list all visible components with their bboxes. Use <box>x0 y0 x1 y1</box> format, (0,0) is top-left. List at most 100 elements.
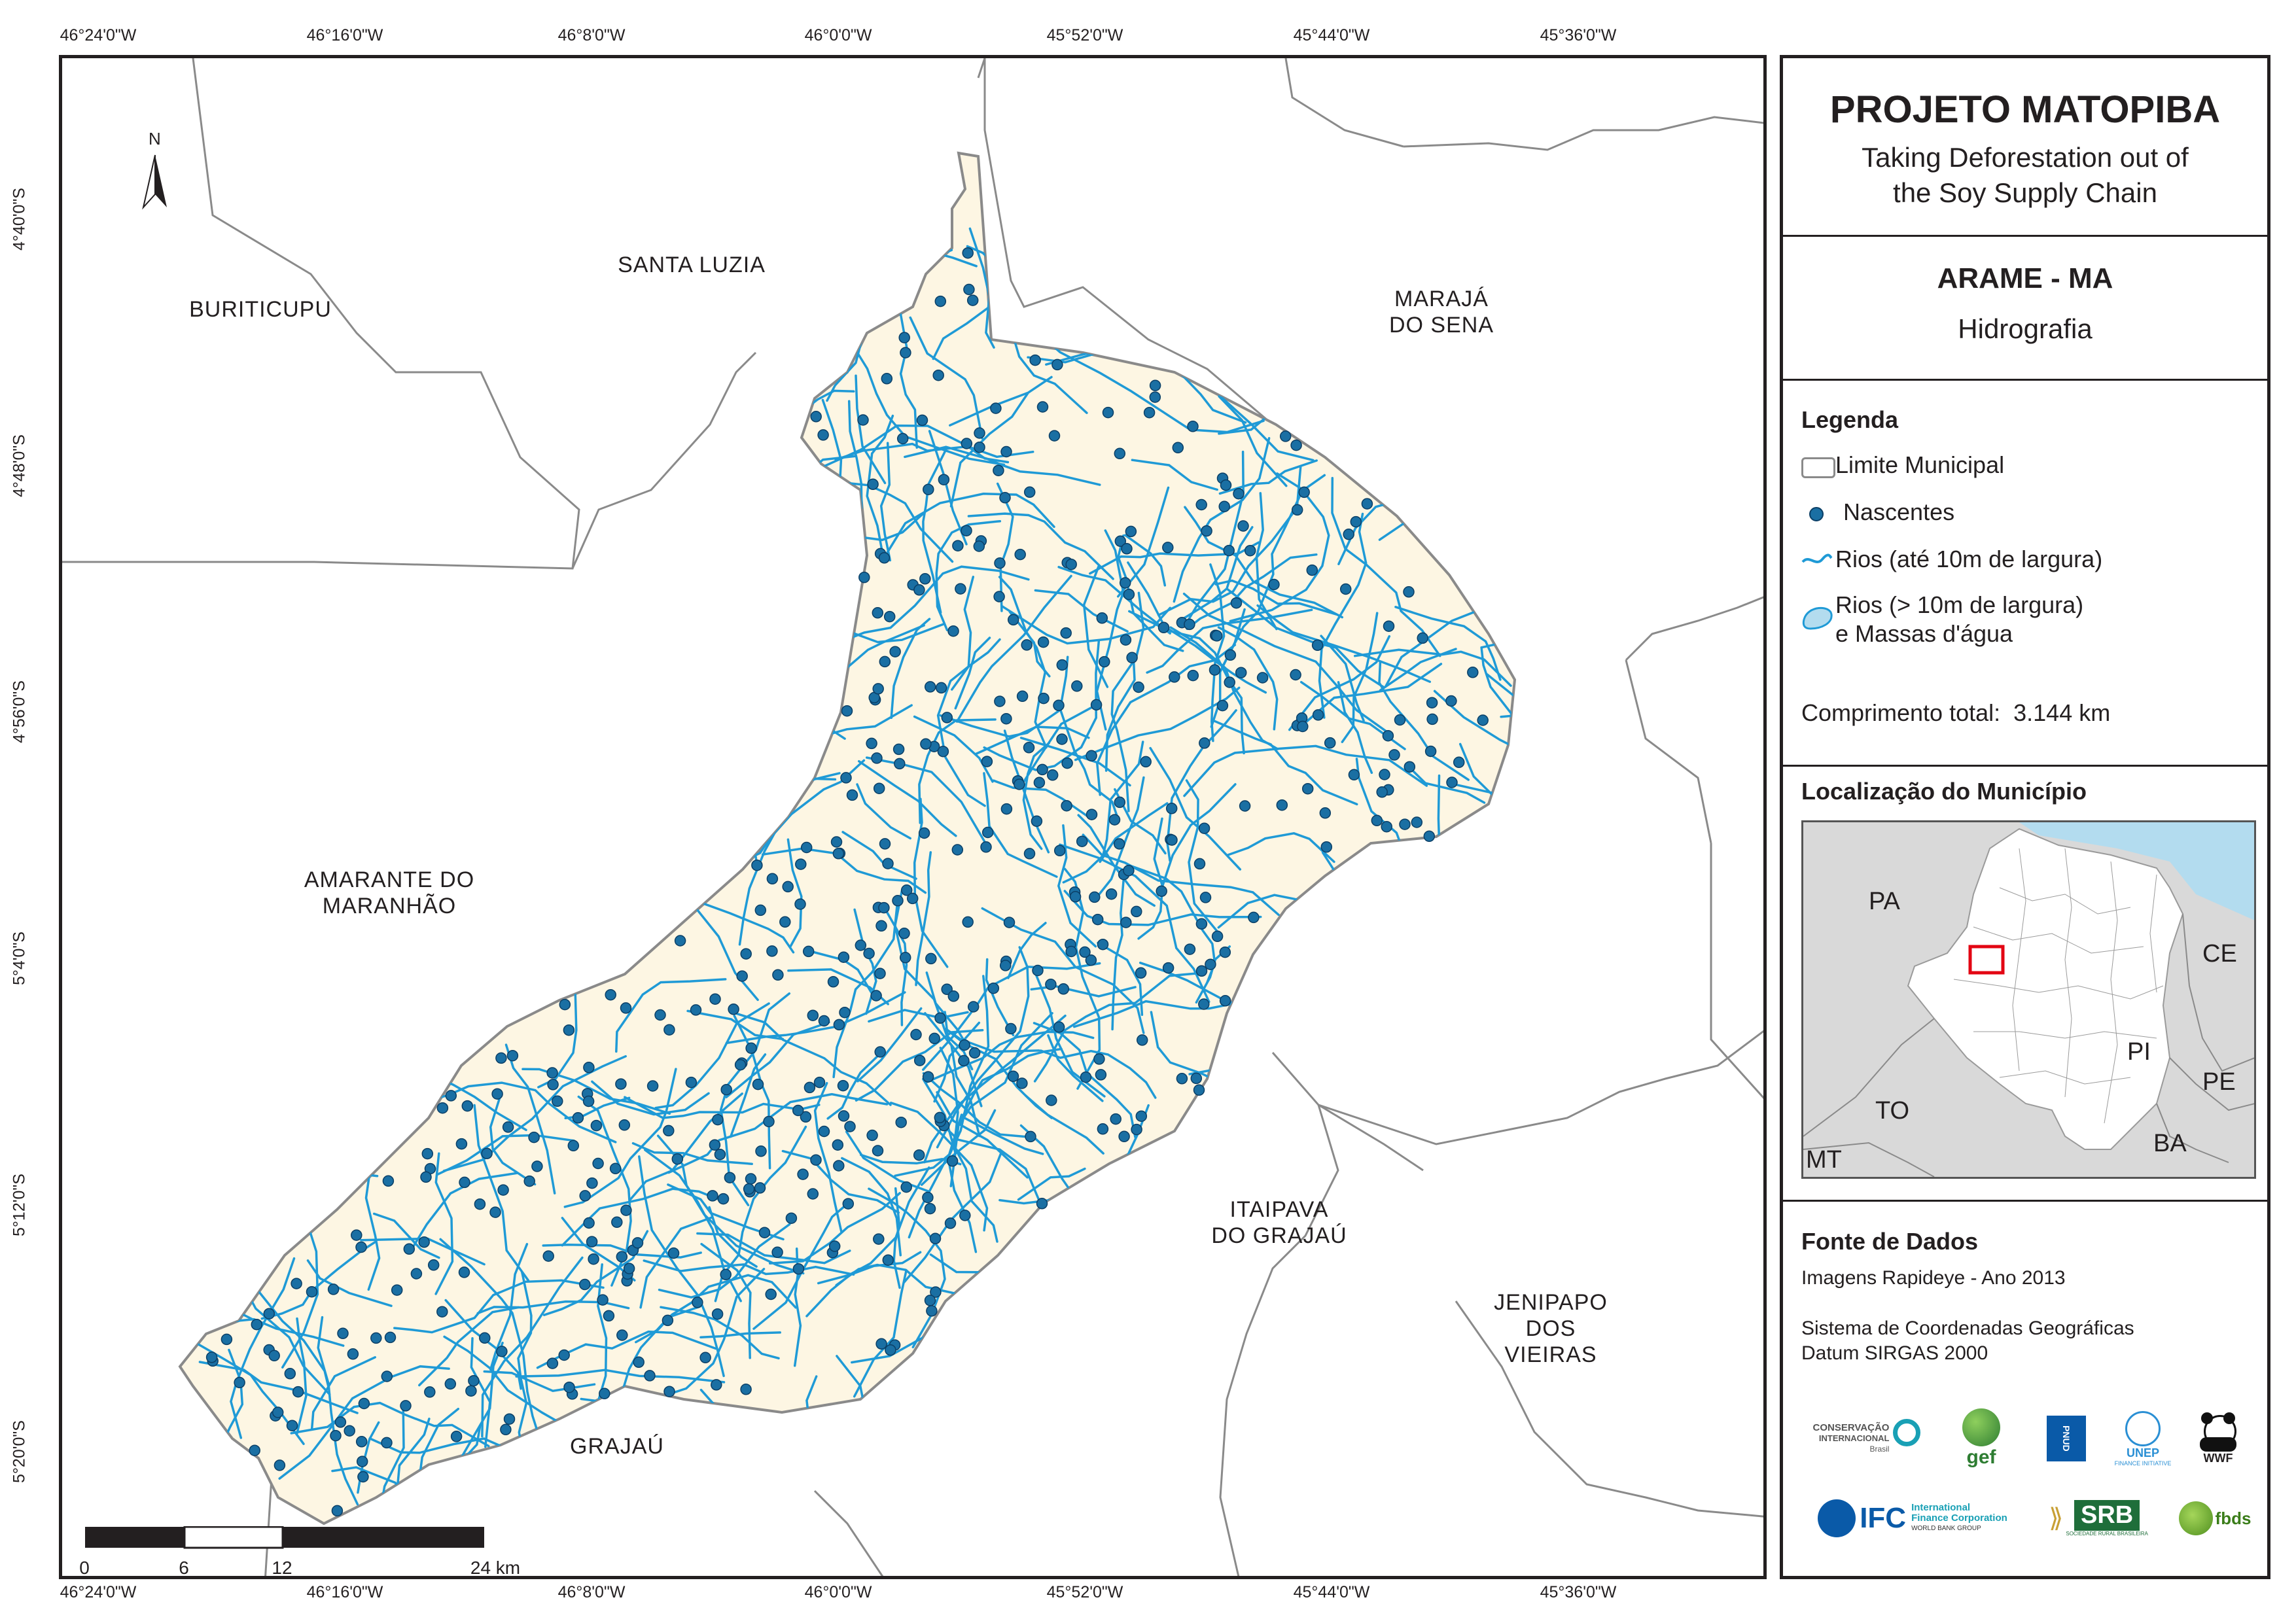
spring-point <box>717 1193 730 1205</box>
spring-point <box>1048 430 1061 442</box>
spring-point <box>863 947 875 960</box>
spring-point <box>1085 954 1097 966</box>
spring-point <box>913 584 925 596</box>
spring-point <box>919 573 931 585</box>
river-segment <box>1173 437 1271 603</box>
spring-point <box>771 1246 783 1259</box>
spring-point <box>1467 667 1479 678</box>
legend-item-nascentes: Nascentes <box>1801 498 1954 527</box>
divider <box>1783 1200 2267 1202</box>
spring-point <box>924 1202 936 1215</box>
project-subtitle: Taking Deforestation out of the Soy Supp… <box>1783 140 2267 211</box>
river-segment <box>879 442 892 562</box>
spring-point <box>1388 749 1400 761</box>
river-segment <box>1074 686 1241 761</box>
ci-line-3: Brasil <box>1869 1444 1890 1454</box>
river-segment <box>686 1009 785 1041</box>
river-segment <box>1123 534 1167 587</box>
river-segment <box>542 1243 702 1259</box>
river-segment <box>955 574 1072 723</box>
spring-point <box>597 1294 609 1306</box>
coord-bottom-3: 46°8'0"W <box>557 1583 626 1601</box>
spring-point <box>934 295 947 307</box>
river-segment <box>1057 566 1171 635</box>
spring-point <box>458 1266 470 1278</box>
spring-point <box>832 848 845 860</box>
spring-point <box>800 841 813 854</box>
river-segment <box>760 669 846 740</box>
spring-point <box>842 1198 855 1210</box>
spring-point <box>327 1283 340 1295</box>
spring-point <box>766 945 778 957</box>
spring-point <box>1306 564 1318 576</box>
spring-point <box>1025 1130 1036 1143</box>
spring-point <box>947 625 959 637</box>
river-segment <box>1146 608 1313 674</box>
spring-point <box>251 1318 263 1331</box>
spring-point <box>421 1147 434 1160</box>
spring-point <box>740 948 752 960</box>
river-segment <box>903 1153 1002 1283</box>
spring-point <box>559 998 571 1011</box>
spring-point <box>922 1191 934 1204</box>
coord-left-4: 5°4'0"S <box>10 931 29 986</box>
spring-point <box>833 1160 845 1172</box>
river-segment <box>832 480 954 563</box>
spring-point <box>599 1387 610 1400</box>
spring-point <box>616 1251 628 1263</box>
spring-point <box>1036 1198 1048 1210</box>
label-amarante-line-2: MARANHÃO <box>322 894 457 918</box>
label-maraja-line-1: MARAJÁ <box>1394 287 1489 311</box>
spring-point <box>1361 498 1373 510</box>
river-segment <box>1379 648 1457 691</box>
panda-icon <box>2200 1412 2236 1452</box>
river-segment <box>936 946 1030 1149</box>
river-segment <box>470 1337 491 1448</box>
spring-point <box>1079 946 1091 958</box>
spring-point <box>572 1112 584 1124</box>
loc-label-ce: CE <box>2202 940 2237 968</box>
spring-point <box>794 898 806 910</box>
river-segment <box>561 1187 720 1247</box>
spring-point <box>1076 835 1088 847</box>
label-maraja-line-2: DO SENA <box>1388 313 1494 338</box>
river-segment <box>1092 776 1145 903</box>
spring-point <box>874 1046 886 1058</box>
divider <box>1783 379 2267 381</box>
spring-point <box>1016 690 1029 703</box>
spring-point <box>445 1090 457 1102</box>
spring-point <box>1053 845 1066 857</box>
spring-point <box>284 1368 296 1380</box>
river-segment <box>909 316 983 440</box>
river-segment <box>1099 802 1169 864</box>
river-segment <box>1022 742 1050 850</box>
map-frame[interactable]: N BURITICUPU SANTA LUZIA MARAJÁ DO SENA … <box>59 55 1767 1579</box>
map-theme: Hidrografia <box>1958 313 2093 344</box>
coord-bottom-6: 45°44'0"W <box>1293 1583 1370 1601</box>
spring-point <box>1113 838 1125 850</box>
divider <box>1783 765 2267 767</box>
river-segment <box>853 1269 908 1398</box>
coord-left-5: 5°12'0"S <box>10 1174 29 1236</box>
river-segment <box>915 851 932 986</box>
ifc-globe-icon <box>1818 1499 1856 1537</box>
spring-point <box>1123 588 1135 601</box>
spring-point <box>1381 820 1392 833</box>
spring-point <box>249 1444 260 1456</box>
spring-point <box>740 1384 752 1395</box>
river-segment <box>1161 783 1237 888</box>
river-segment <box>1183 744 1428 797</box>
spring-point <box>268 1350 280 1362</box>
spring-point <box>1190 1072 1203 1085</box>
spring-point <box>351 1229 362 1241</box>
spring-point <box>724 1172 736 1183</box>
river-segment <box>708 1206 758 1268</box>
spring-point <box>1426 697 1438 708</box>
river-segment <box>839 624 925 674</box>
fbds-leaf-icon <box>2178 1501 2213 1535</box>
location-map[interactable]: PA CE PI PE TO BA MT <box>1801 820 2256 1179</box>
label-jenipapo-dos-vieiras: JENIPAPO DOS VIEIRAS <box>1494 1289 1608 1368</box>
river-segment <box>1019 705 1095 788</box>
river-segment <box>928 430 968 546</box>
river-segment <box>1059 655 1120 823</box>
